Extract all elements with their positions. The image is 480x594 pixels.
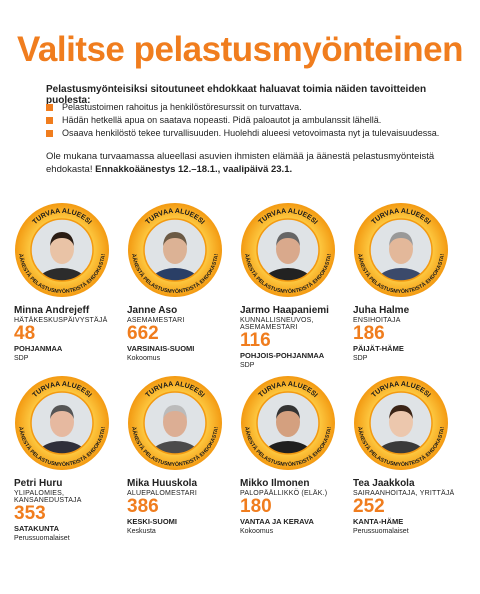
hair <box>163 232 187 246</box>
call-to-action: Ole mukana turvaamassa alueellasi asuvie… <box>46 150 450 176</box>
candidate-name: Minna Andrejeff <box>14 305 90 316</box>
candidate-name: Jarmo Haapaniemi <box>240 305 329 316</box>
call-dates: Ennakkoäänestys 12.–18.1., vaalipäivä 23… <box>95 164 293 175</box>
photo-border <box>143 218 207 282</box>
photo-border <box>143 391 207 455</box>
candidate: TURVAA ALUEESI ÄÄNESTÄ PELASTUSMYÖNTEISTÄ… <box>14 202 127 369</box>
photo-border <box>256 391 320 455</box>
candidate-party: SDP <box>240 362 255 369</box>
head <box>389 234 413 264</box>
bullet: Hädän hetkellä apua on saatava nopeasti.… <box>46 114 466 127</box>
hair <box>50 405 74 419</box>
candidate-number: 252 <box>353 496 385 517</box>
candidate-party: Kokoomus <box>240 528 274 535</box>
candidate-number: 116 <box>240 330 271 351</box>
head <box>276 234 300 264</box>
candidate-party: Perussuomalaiset <box>353 528 409 535</box>
bullet-list: Pelastustoimen rahoitus ja henkilöstöres… <box>46 101 466 140</box>
hair <box>276 232 300 246</box>
candidate-number: 186 <box>353 323 385 344</box>
candidate-name: Petri Huru <box>14 478 63 489</box>
candidate-number: 662 <box>127 323 159 344</box>
candidate-region: POHJOIS-POHJANMAA <box>240 351 325 360</box>
candidate-region: SATAKUNTA <box>14 524 59 533</box>
intro: Pelastusmyönteisiksi sitoutuneet ehdokka… <box>46 84 427 106</box>
candidate: TURVAA ALUEESI ÄÄNESTÄ PELASTUSMYÖNTEISTÄ… <box>353 375 466 542</box>
candidate-occupation: ENSIHOITAJA <box>353 317 401 324</box>
hair <box>389 405 413 419</box>
candidate: TURVAA ALUEESI ÄÄNESTÄ PELASTUSMYÖNTEISTÄ… <box>14 375 127 542</box>
head <box>276 407 300 437</box>
call-text: Ole mukana turvaamassa alueellasi asuvie… <box>46 151 435 175</box>
candidate-party: Keskusta <box>127 528 156 535</box>
head <box>50 234 74 264</box>
candidate-occupation: ALUEPALOMESTARI <box>127 490 198 497</box>
candidate-name: Juha Halme <box>353 305 410 316</box>
photo-border <box>369 391 433 455</box>
candidate-region: VANTAA JA KERAVA <box>240 517 314 526</box>
candidate-number: 180 <box>240 496 272 517</box>
candidate: TURVAA ALUEESI ÄÄNESTÄ PELASTUSMYÖNTEISTÄ… <box>240 375 353 542</box>
hair <box>163 405 187 419</box>
head <box>163 407 187 437</box>
candidate: TURVAA ALUEESI ÄÄNESTÄ PELASTUSMYÖNTEISTÄ… <box>353 202 466 369</box>
candidate-region: KESKI-SUOMI <box>127 517 178 526</box>
candidate: TURVAA ALUEESI ÄÄNESTÄ PELASTUSMYÖNTEISTÄ… <box>240 202 353 369</box>
candidate-occupation: SAIRAANHOITAJA, YRITTÄJÄ <box>353 490 455 497</box>
head <box>50 407 74 437</box>
candidate-party: SDP <box>14 355 29 362</box>
hair <box>276 405 300 419</box>
candidate-occupation: KUNNALLISNEUVOS, ASEMAMESTARI <box>240 317 314 331</box>
candidate-occupation: PALOPÄÄLLIKKÖ (ELÄK.) <box>240 490 328 497</box>
candidate-name: Janne Aso <box>127 305 178 316</box>
candidate: TURVAA ALUEESI ÄÄNESTÄ PELASTUSMYÖNTEISTÄ… <box>127 375 240 542</box>
candidate-number: 48 <box>14 323 36 344</box>
title: Valitse pelastusmyönteinen <box>16 30 464 69</box>
candidate-name: Mika Huuskola <box>127 478 198 489</box>
candidate-name: Tea Jaakkola <box>353 478 415 489</box>
candidate-number: 353 <box>14 503 46 524</box>
bullet: Osaava henkilöstö tekee turvallisuuden. … <box>46 127 466 140</box>
photo-border <box>30 391 94 455</box>
candidate-region: PÄIJÄT-HÄME <box>353 344 404 353</box>
photo-border <box>369 218 433 282</box>
candidate-party: Perussuomalaiset <box>14 535 70 542</box>
photo-border <box>256 218 320 282</box>
candidate-party: Kokoomus <box>127 355 161 362</box>
candidate-region: POHJANMAA <box>14 344 63 353</box>
candidate-grid: TURVAA ALUEESI ÄÄNESTÄ PELASTUSMYÖNTEISTÄ… <box>14 202 466 542</box>
hair <box>50 232 74 246</box>
candidate-name: Mikko Ilmonen <box>240 478 310 489</box>
hair <box>389 232 413 246</box>
photo-border <box>30 218 94 282</box>
head <box>163 234 187 264</box>
candidate-number: 386 <box>127 496 159 517</box>
candidate-occupation: ASEMAMESTARI <box>127 317 185 324</box>
candidate: TURVAA ALUEESI ÄÄNESTÄ PELASTUSMYÖNTEISTÄ… <box>127 202 240 369</box>
head <box>389 407 413 437</box>
candidate-occupation: HÄTÄKESKUSPÄIVYSTÄJÄ <box>14 317 108 324</box>
bullet: Pelastustoimen rahoitus ja henkilöstöres… <box>46 101 466 114</box>
candidate-party: SDP <box>353 355 368 362</box>
candidate-region: VARSINAIS-SUOMI <box>127 344 195 353</box>
candidate-occupation: YLIPALOMIES, KANSANEDUSTAJA <box>14 490 82 504</box>
candidate-region: KANTA-HÄME <box>353 517 404 526</box>
